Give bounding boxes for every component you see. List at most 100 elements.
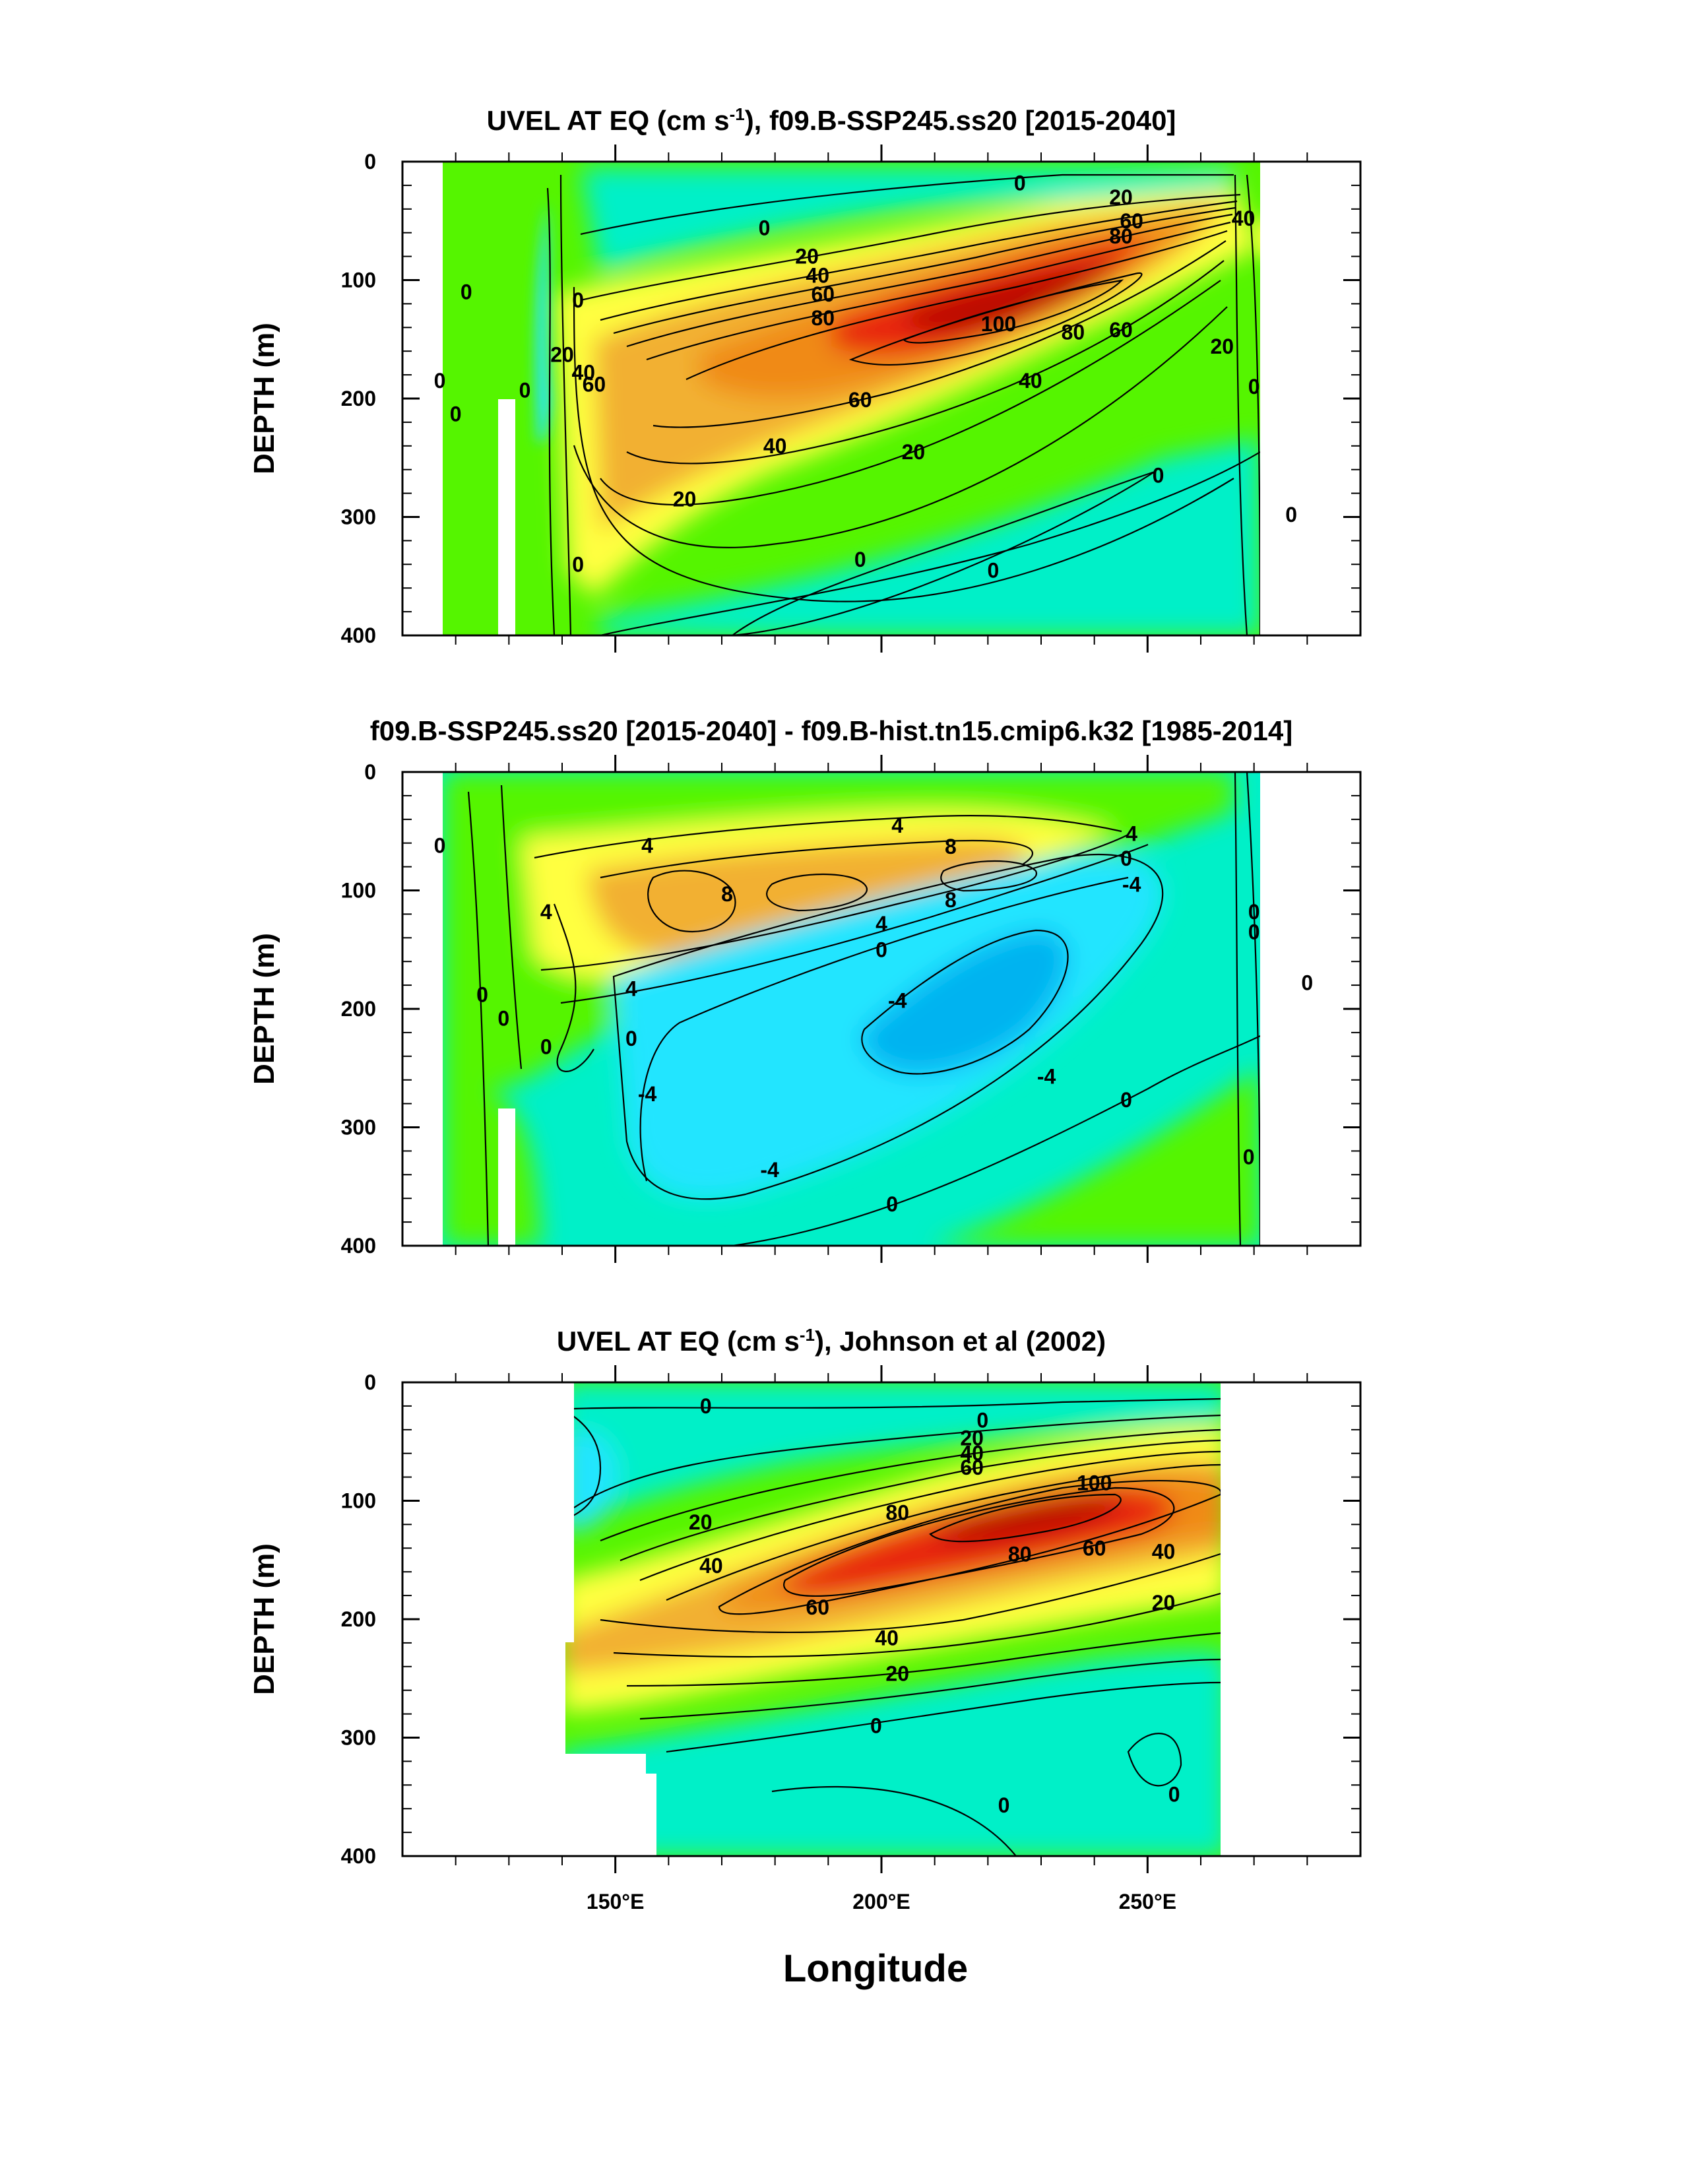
y-tick-label: 0 [364,760,376,784]
contour-label: 20 [885,1662,909,1686]
contour-field [443,162,1260,635]
contour-label: 0 [1301,971,1313,995]
contour-label: 0 [461,280,472,304]
contour-label: -4 [1122,873,1141,897]
x-tick-label: 200°E [852,1890,910,1913]
y-tick-label: 300 [341,1726,376,1750]
contour-label: 0 [1120,847,1132,870]
contour-label: 20 [550,343,574,367]
contour-label: 60 [1109,318,1133,342]
panel-title: UVEL AT EQ (cm s-1), Johnson et al (2002… [557,1325,1106,1357]
contour-label: 4 [641,833,653,857]
contour-label: 0 [700,1394,712,1418]
contour-label: 0 [497,1006,509,1030]
contour-label: 20 [689,1510,713,1534]
y-tick-label: 0 [364,1370,376,1394]
contour-label: 20 [795,245,819,269]
contour-label: -4 [888,988,907,1012]
contour-label: 4 [625,977,637,1000]
contour-label: 0 [1285,503,1297,527]
contour-label: 80 [1109,224,1133,248]
y-axis-label: DEPTH (m) [248,933,280,1085]
contour-label: 4 [876,912,887,936]
contour-label: 40 [875,1626,899,1650]
y-tick-label: 100 [341,1489,376,1513]
y-tick-label: 400 [341,1844,376,1868]
y-tick-label: 200 [341,997,376,1021]
y-tick-label: 400 [341,1234,376,1258]
contour-label: 8 [721,882,733,906]
contour-label: 0 [976,1408,988,1432]
y-tick-label: 300 [341,505,376,529]
contour-label: 80 [811,306,835,330]
land-mask [498,1108,515,1247]
panel-observations: UVEL AT EQ (cm s-1), Johnson et al (2002… [248,1325,1362,1990]
contour-label: 4 [540,900,552,924]
contour-label: 0 [434,833,446,857]
contour-label: 0 [870,1714,882,1738]
contour-label: 0 [450,402,462,426]
y-tick-label: 300 [341,1116,376,1140]
contour-label: 0 [1248,900,1260,924]
x-tick-labels: 150°E 200°E 250°E [587,1890,1176,1913]
contour-label: 40 [806,263,829,287]
contour-label: 0 [1168,1783,1180,1807]
contour-label: 60 [848,388,872,412]
x-tick-label: 150°E [587,1890,645,1913]
contour-label: 4 [1126,821,1137,845]
contour-label: 0 [1248,375,1260,399]
contour-label: 20 [1152,1591,1176,1615]
contour-label: 0 [519,378,531,402]
y-axis-label: DEPTH (m) [248,1543,280,1695]
contour-label: 0 [854,548,866,571]
contour-label: 0 [988,558,1000,582]
contour-label: 80 [1008,1542,1032,1566]
contour-label: 0 [759,216,771,240]
contour-label: 20 [902,440,926,464]
contour-label: 0 [876,938,887,961]
contour-label: 8 [945,888,957,912]
contour-label: 0 [572,288,584,312]
contour-field [565,1382,1221,1856]
contour-label: 0 [998,1793,1010,1817]
panel-model-uvel: UVEL AT EQ (cm s-1), f09.B-SSP245.ss20 [… [248,104,1362,653]
contour-label: 60 [1120,209,1143,233]
contour-label: 0 [572,552,584,576]
contour-label: 20 [673,488,697,511]
contour-label: 0 [1243,1145,1255,1169]
y-tick-label: 100 [341,879,376,903]
contour-label: 0 [625,1027,637,1050]
contour-label: 0 [886,1192,898,1216]
x-axis-label: Longitude [783,1947,968,1990]
contour-label: 20 [960,1426,984,1450]
contour-label: 0 [1120,1088,1132,1112]
contour-label: 0 [1248,920,1260,944]
contour-label: 60 [583,372,606,396]
contour-label: 20 [1210,335,1234,358]
contour-label: 40 [1152,1540,1176,1564]
contour-label: -4 [760,1158,779,1182]
contour-label: 40 [960,1442,984,1465]
y-tick-label: 200 [341,387,376,410]
contour-label: 4 [891,814,903,837]
y-tick-label: 0 [364,150,376,174]
contour-label: 0 [476,982,488,1006]
contour-label: -4 [638,1082,657,1106]
contour-label: 40 [763,434,787,458]
y-axis-label: DEPTH (m) [248,323,280,474]
contour-label: 80 [1062,320,1085,344]
contour-label: 40 [571,361,595,385]
contour-label: 40 [699,1554,723,1578]
contour-field [443,772,1260,1246]
contour-label: 60 [811,282,835,306]
panel-title: f09.B-SSP245.ss20 [2015-2040] - f09.B-hi… [370,715,1292,746]
contour-label: -4 [1037,1064,1056,1088]
panel-difference: f09.B-SSP245.ss20 [2015-2040] - f09.B-hi… [248,715,1362,1263]
contour-label: 40 [1019,369,1042,393]
